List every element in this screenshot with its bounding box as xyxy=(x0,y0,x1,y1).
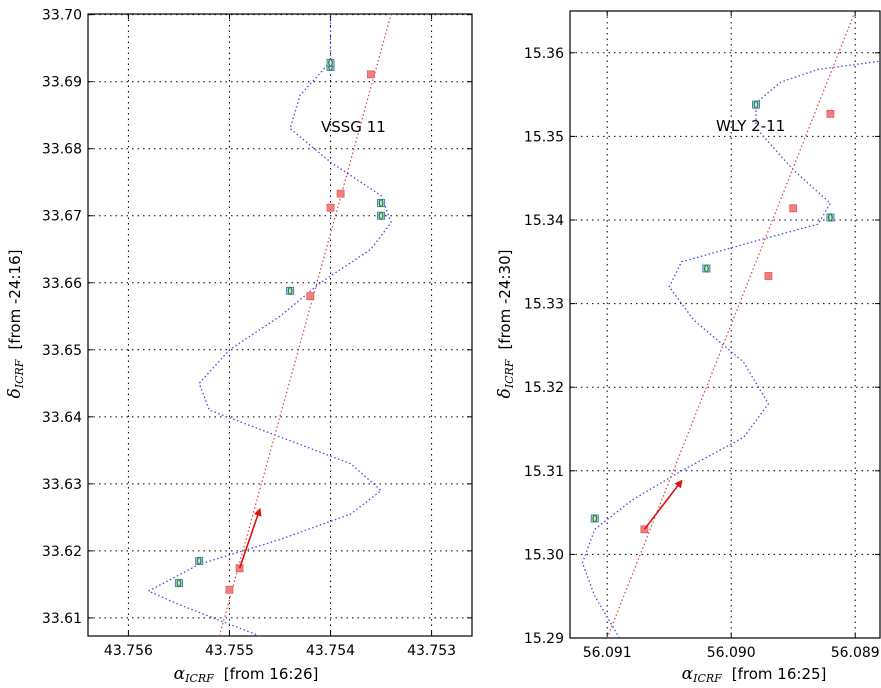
model-point xyxy=(826,109,835,118)
y-tick-label: 33.64 xyxy=(42,410,82,426)
chart-panel-right: WLY 2-11 56.091 56.090 56.089 15.2915.3015… xyxy=(495,10,881,685)
x-tick-label: 43.756 xyxy=(104,643,153,659)
x-axis-symbol: α xyxy=(174,664,186,684)
observation-error-ellipse xyxy=(753,100,759,109)
parallax-curve xyxy=(147,14,392,637)
linear-motion-line xyxy=(606,10,856,639)
observation-marker xyxy=(286,286,295,295)
y-axis-label: δICRF [from -24:16] xyxy=(5,250,26,399)
x-tick-labels: 43.756 43.755 43.754 43.753 xyxy=(104,643,456,659)
observation-error-ellipse xyxy=(827,213,833,222)
observation-error-ellipse xyxy=(378,211,384,220)
observation-error-ellipse xyxy=(176,578,182,588)
proper-motion-arrow xyxy=(238,507,262,569)
y-tick-label: 15.36 xyxy=(524,46,564,62)
y-axis-symbol: δ xyxy=(5,388,25,398)
y-tick-label: 33.63 xyxy=(42,477,82,493)
x-tick-label: 56.091 xyxy=(583,645,632,661)
observation-error-ellipse xyxy=(703,264,709,273)
y-tick-label: 33.66 xyxy=(42,276,82,292)
y-tick-label: 15.32 xyxy=(524,380,564,396)
model-point xyxy=(225,585,234,594)
x-tick-label: 43.755 xyxy=(205,643,254,659)
model-point xyxy=(336,189,345,198)
observation-marker xyxy=(377,211,386,220)
x-axis-suffix: [from 16:26] xyxy=(224,665,319,683)
axis-ticks xyxy=(570,11,880,639)
x-axis-label: αICRF [from 16:25] xyxy=(682,664,827,685)
observation-error-ellipse xyxy=(592,514,598,523)
y-tick-label: 33.61 xyxy=(42,611,82,627)
x-axis-subscript: ICRF xyxy=(184,672,214,685)
y-tick-label: 33.62 xyxy=(42,544,82,560)
y-tick-labels: 33.61 33.62 33.63 33.64 33.65 33.66 33.67 33.68… xyxy=(42,8,82,627)
observation-marker xyxy=(377,199,386,208)
x-tick-label: 56.089 xyxy=(831,645,880,661)
linear-motion-line xyxy=(218,13,392,637)
x-tick-label: 43.754 xyxy=(306,643,355,659)
observation-error-ellipse xyxy=(378,198,384,208)
y-tick-labels: 15.29 15.30 15.31 15.32 15.33 15.34 15.35 15.36 xyxy=(524,46,564,647)
plot-frame xyxy=(569,10,881,639)
y-tick-label: 15.35 xyxy=(524,129,564,145)
y-axis-label: δICRF [from -24:30] xyxy=(495,250,516,399)
y-axis-subscript: ICRF xyxy=(13,359,26,389)
target-label: VSSG 11 xyxy=(321,118,386,136)
model-point xyxy=(306,292,315,301)
grid xyxy=(570,11,880,639)
model-points xyxy=(640,109,835,534)
y-axis-symbol: δ xyxy=(495,388,515,398)
y-tick-label: 33.65 xyxy=(42,343,82,359)
y-tick-label: 15.33 xyxy=(524,297,564,313)
x-axis-suffix: [from 16:25] xyxy=(732,665,827,683)
observation-error-ellipse xyxy=(287,286,293,295)
observation-markers xyxy=(590,100,835,523)
x-tick-label: 43.753 xyxy=(407,643,456,659)
model-point xyxy=(789,204,798,213)
proper-motion-arrow xyxy=(643,479,683,530)
observation-error-ellipse xyxy=(328,58,333,67)
x-tick-label: 56.090 xyxy=(707,645,756,661)
y-tick-label: 33.68 xyxy=(42,142,82,158)
plot-frame xyxy=(87,13,473,637)
y-tick-label: 33.70 xyxy=(42,8,82,24)
observation-error-ellipse xyxy=(196,556,202,565)
x-axis-label: αICRF [from 16:26] xyxy=(174,664,319,685)
x-axis-symbol: α xyxy=(682,664,694,684)
x-axis-subscript: ICRF xyxy=(692,672,722,685)
y-tick-label: 33.67 xyxy=(42,209,82,225)
y-tick-label: 15.29 xyxy=(524,631,564,647)
observation-markers xyxy=(174,58,386,588)
observation-marker xyxy=(326,58,335,67)
model-point xyxy=(326,203,335,212)
y-tick-label: 15.31 xyxy=(524,464,564,480)
y-tick-label: 15.34 xyxy=(524,213,564,229)
y-tick-label: 15.30 xyxy=(524,547,564,563)
model-point xyxy=(367,70,375,79)
y-axis-suffix: [from -24:30] xyxy=(496,250,514,350)
y-tick-label: 33.69 xyxy=(42,75,82,91)
x-tick-labels: 56.091 56.090 56.089 xyxy=(583,645,880,661)
y-axis-subscript: ICRF xyxy=(503,359,516,389)
chart-panel-left: VSSG 11 43.756 43.755 43.754 43.753 33.6133… xyxy=(5,8,473,685)
model-point xyxy=(764,272,773,280)
y-axis-suffix: [from -24:16] xyxy=(6,250,24,350)
axis-ticks xyxy=(88,14,472,636)
target-label: WLY 2-11 xyxy=(716,117,785,135)
parallax-curve xyxy=(581,60,881,639)
grid xyxy=(88,14,472,636)
